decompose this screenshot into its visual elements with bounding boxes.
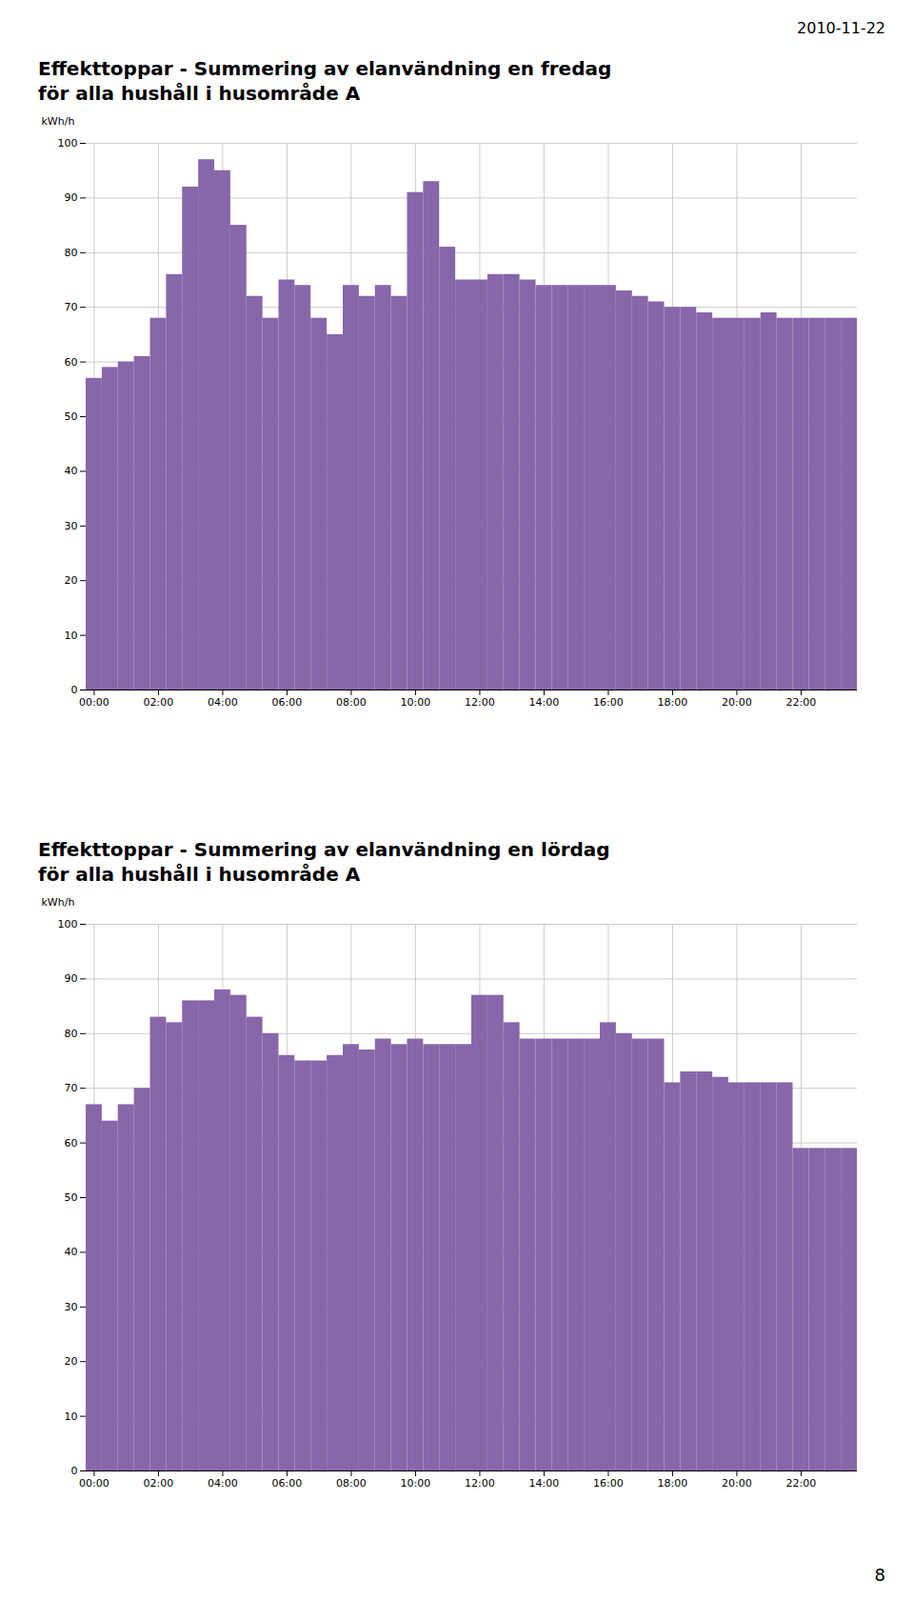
svg-text:40: 40 — [64, 464, 79, 477]
svg-text:00:00: 00:00 — [79, 1476, 110, 1490]
svg-text:kWh/h: kWh/h — [41, 895, 76, 909]
svg-text:12:00: 12:00 — [464, 1476, 496, 1490]
svg-text:08:00: 08:00 — [336, 695, 367, 709]
svg-text:50: 50 — [64, 1191, 79, 1204]
svg-text:60: 60 — [64, 356, 79, 369]
html-text:Effekttoppar - Summering av el: Effekttoppar - Summering av elanvändning… — [38, 57, 612, 80]
html-text:Effekttoppar - Summering av el: Effekttoppar - Summering av elanvändning… — [38, 837, 610, 861]
svg-text:22:00: 22:00 — [786, 695, 817, 709]
svg-text:30: 30 — [64, 519, 79, 533]
svg-text:30: 30 — [64, 1300, 79, 1313]
svg-text:10:00: 10:00 — [400, 695, 432, 709]
svg-text:02:00: 02:00 — [143, 695, 175, 709]
svg-text:kWh/h: kWh/h — [41, 115, 76, 128]
svg-text:40: 40 — [64, 1245, 79, 1258]
svg-text:16:00: 16:00 — [593, 1476, 624, 1490]
svg-text:18:00: 18:00 — [657, 695, 689, 709]
svg-text:22:00: 22:00 — [786, 1476, 817, 1490]
svg-text:100: 100 — [58, 917, 79, 931]
svg-text:04:00: 04:00 — [207, 695, 239, 709]
svg-text:80: 80 — [64, 1027, 79, 1040]
svg-text:90: 90 — [64, 972, 79, 985]
html-text:för alla hushåll i husområde A: för alla hushåll i husområde A — [38, 81, 361, 105]
svg-text:14:00: 14:00 — [529, 1476, 560, 1490]
svg-text:60: 60 — [64, 1136, 79, 1150]
svg-text:50: 50 — [64, 410, 79, 423]
svg-text:08:00: 08:00 — [336, 1476, 367, 1490]
svg-text:90: 90 — [64, 191, 79, 204]
svg-text:10: 10 — [64, 1410, 79, 1423]
svg-text:10: 10 — [64, 629, 79, 642]
svg-text:20:00: 20:00 — [721, 1476, 753, 1490]
svg-text:10:00: 10:00 — [400, 1476, 432, 1490]
svg-text:20: 20 — [64, 574, 79, 587]
svg-text:20:00: 20:00 — [721, 695, 753, 709]
svg-text:80: 80 — [64, 246, 79, 259]
svg-text:04:00: 04:00 — [207, 1476, 239, 1490]
svg-text:20: 20 — [64, 1354, 79, 1368]
svg-text:70: 70 — [64, 300, 79, 314]
svg-text:100: 100 — [58, 137, 79, 150]
html-text:2010-11-22: 2010-11-22 — [796, 19, 886, 38]
svg-text:06:00: 06:00 — [272, 695, 303, 709]
svg-text:70: 70 — [64, 1081, 79, 1094]
svg-text:0: 0 — [71, 683, 79, 696]
svg-text:0: 0 — [71, 1464, 79, 1477]
svg-text:02:00: 02:00 — [143, 1476, 175, 1490]
svg-text:00:00: 00:00 — [79, 695, 110, 709]
svg-text:06:00: 06:00 — [272, 1476, 303, 1490]
html-text:8: 8 — [874, 1564, 886, 1585]
html-text:för alla hushåll i husområde A: för alla hushåll i husområde A — [38, 862, 361, 886]
svg-text:12:00: 12:00 — [464, 695, 496, 709]
svg-text:16:00: 16:00 — [593, 695, 624, 709]
svg-text:18:00: 18:00 — [657, 1476, 689, 1490]
svg-text:14:00: 14:00 — [529, 695, 560, 709]
